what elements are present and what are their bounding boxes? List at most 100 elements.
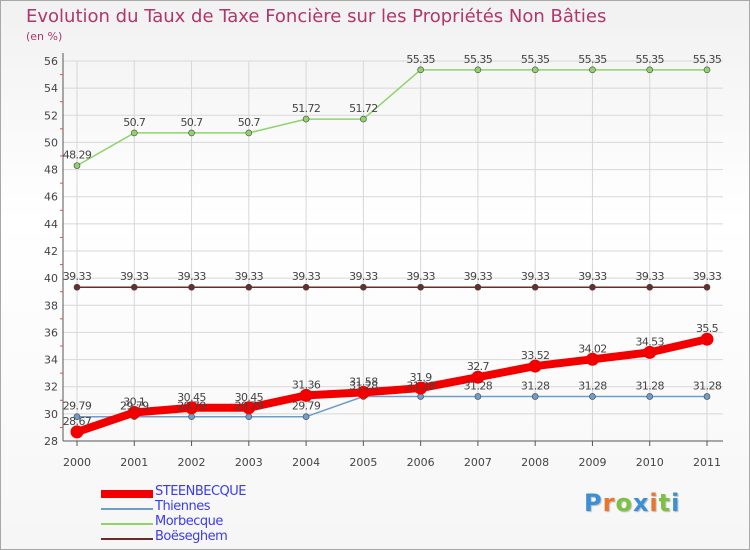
data-point — [185, 401, 199, 415]
data-label: 39.33 — [464, 270, 493, 283]
data-label: 34.02 — [578, 342, 607, 355]
data-label: 39.33 — [521, 270, 550, 283]
data-label: 55.35 — [635, 53, 664, 66]
data-point — [531, 393, 539, 400]
data-label: 29.79 — [177, 400, 206, 413]
data-label: 33.52 — [521, 349, 550, 362]
data-point — [703, 283, 711, 291]
data-label: 35.5 — [696, 322, 719, 335]
data-label: 48.29 — [63, 149, 92, 162]
data-label: 31.9 — [410, 371, 433, 384]
y-tick-label: 38 — [44, 299, 58, 312]
proxiti-logo: Proxiti — [584, 489, 680, 517]
logo-letter: o — [615, 489, 633, 517]
data-point — [703, 393, 711, 400]
chart-title: Evolution du Taux de Taxe Foncière sur l… — [26, 6, 607, 27]
data-label: 31.28 — [693, 379, 722, 392]
data-point — [360, 283, 367, 291]
data-label: 29.79 — [63, 400, 92, 413]
x-tick-label: 2007 — [464, 456, 492, 469]
logo-letter: t — [658, 489, 672, 517]
y-tick-label: 34 — [44, 354, 58, 367]
data-point — [302, 283, 310, 291]
data-label: 39.33 — [635, 270, 664, 283]
data-label: 31.28 — [635, 379, 664, 392]
y-tick-label: 52 — [44, 109, 58, 122]
series-line-morbecque — [76, 69, 708, 167]
data-point — [589, 283, 596, 291]
data-label: 39.33 — [406, 270, 435, 283]
y-tick-label: 32 — [44, 381, 58, 394]
data-point — [302, 413, 310, 421]
data-point — [417, 283, 424, 291]
data-point — [414, 381, 428, 395]
data-point — [245, 283, 253, 291]
data-point — [188, 283, 195, 291]
data-point — [700, 332, 714, 346]
x-tick-label: 2004 — [292, 456, 320, 469]
x-tick-label: 2011 — [693, 456, 721, 469]
data-label: 39.33 — [292, 270, 321, 283]
legend-swatch — [101, 523, 153, 525]
series-lines — [70, 66, 714, 439]
data-label: 31.28 — [406, 379, 435, 392]
data-point — [245, 413, 253, 421]
data-point — [646, 66, 654, 74]
y-tick-label: 48 — [44, 164, 58, 177]
data-label: 50.7 — [123, 116, 146, 129]
data-label: 55.35 — [578, 53, 607, 66]
data-label: 31.36 — [292, 378, 321, 391]
data-point — [242, 401, 256, 415]
legend-label: Morbecque — [155, 514, 223, 529]
x-tick-label: 2001 — [120, 456, 148, 469]
data-labels: 28.67 30.1 30.45 30.45 31.36 31.58 31.9 32.7 33.… — [63, 53, 723, 428]
data-point — [528, 359, 542, 373]
data-label: 31.28 — [464, 379, 493, 392]
x-tick-label: 2006 — [407, 456, 435, 469]
data-label: 50.7 — [180, 116, 203, 129]
data-label: 28.67 — [63, 415, 92, 428]
data-label: 39.33 — [63, 270, 92, 283]
data-point — [646, 283, 654, 291]
y-tick-label: 46 — [44, 191, 58, 204]
y-tick-label: 54 — [44, 82, 58, 95]
x-tick-label: 2005 — [349, 456, 377, 469]
data-label: 39.33 — [235, 270, 264, 283]
data-label: 34.53 — [635, 335, 664, 348]
x-tick-label: 2000 — [63, 456, 91, 469]
data-label: 55.35 — [521, 53, 550, 66]
data-point — [585, 352, 599, 366]
y-tick-label: 50 — [44, 136, 58, 149]
logo-letter: r — [602, 489, 616, 517]
data-point — [643, 345, 657, 359]
grid-lines — [63, 60, 723, 442]
data-point — [646, 393, 654, 400]
data-point — [471, 370, 485, 384]
data-label: 39.33 — [693, 270, 722, 283]
data-label: 55.35 — [464, 53, 493, 66]
data-point — [302, 115, 310, 123]
data-label: 30.45 — [177, 391, 206, 404]
data-label: 55.35 — [693, 53, 722, 66]
y-tick-label: 40 — [44, 272, 58, 285]
data-label: 30.1 — [123, 396, 145, 409]
legend-label: STEENBECQUE — [155, 484, 247, 499]
y-tick-label: 42 — [44, 245, 58, 258]
x-tick-label: 2010 — [636, 456, 664, 469]
x-tick-label: 2002 — [178, 456, 206, 469]
data-point — [188, 413, 195, 421]
data-point — [417, 66, 424, 74]
data-point — [356, 385, 370, 399]
data-point — [589, 66, 596, 74]
data-label: 55.35 — [406, 53, 435, 66]
data-point — [531, 283, 539, 291]
data-label: 30.45 — [235, 391, 264, 404]
data-label: 32.7 — [467, 360, 490, 373]
legend-label: Boëseghem — [155, 529, 228, 544]
y-tick-label: 44 — [44, 218, 58, 231]
y-tick-label: 30 — [44, 408, 58, 421]
y-tick-label: 36 — [44, 326, 58, 339]
data-point — [73, 283, 81, 291]
